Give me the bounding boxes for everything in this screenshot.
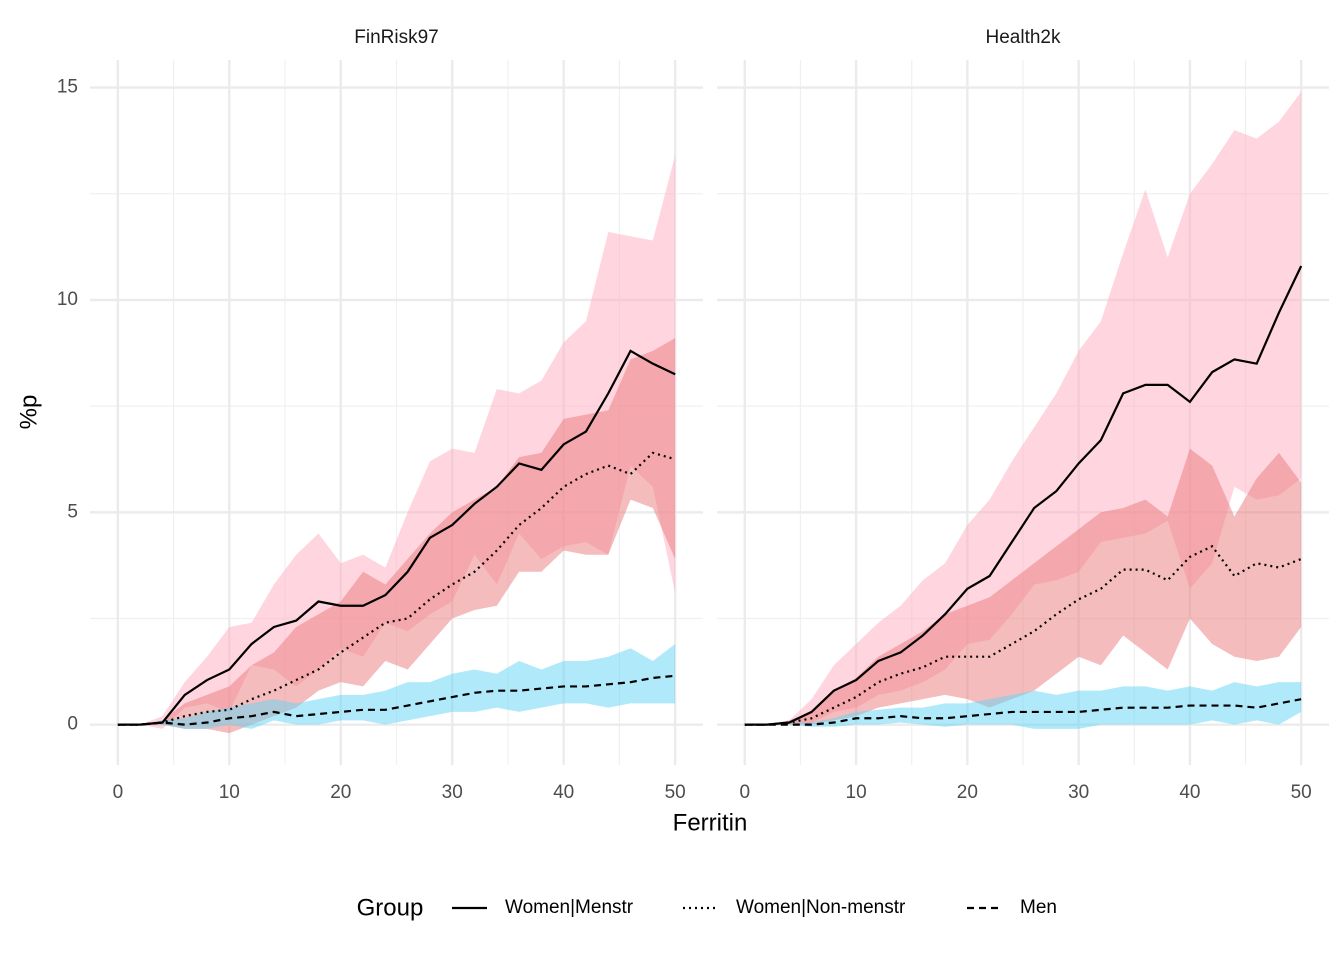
x-tick-label: 10 [846, 782, 867, 803]
legend-title: Group [357, 894, 424, 921]
x-tick-label: 40 [1179, 782, 1200, 803]
x-axis-title: Ferritin [673, 809, 748, 836]
y-tick-label: 5 [67, 501, 78, 522]
x-tick-label: 50 [665, 782, 686, 803]
confidence-band [744, 682, 1302, 729]
line [744, 698, 1302, 726]
line [117, 349, 676, 726]
y-tick-label: 0 [67, 714, 78, 735]
x-tick-label: 30 [442, 782, 463, 803]
facet-title: FinRisk97 [354, 27, 438, 48]
line [744, 544, 1302, 726]
x-tick-label: 50 [1291, 782, 1312, 803]
x-tick-label: 10 [219, 782, 240, 803]
legend-label: Men [1020, 897, 1057, 918]
line [117, 451, 676, 726]
y-axis-title: %p [15, 395, 42, 430]
confidence-band [744, 91, 1302, 725]
y-tick-label: 15 [57, 77, 78, 98]
legend-label: Women|Menstr [505, 897, 634, 918]
facet-title: Health2k [986, 27, 1061, 48]
confidence-band [117, 338, 676, 734]
x-tick-label: 40 [553, 782, 574, 803]
line [117, 674, 676, 726]
confidence-band [744, 448, 1302, 725]
legend-label: Women|Non-menstr [736, 897, 906, 918]
x-tick-label: 20 [330, 782, 351, 803]
x-tick-label: 0 [740, 782, 751, 803]
y-tick-label: 10 [57, 289, 78, 310]
line [744, 265, 1303, 726]
x-tick-label: 20 [957, 782, 978, 803]
x-tick-label: 30 [1068, 782, 1089, 803]
confidence-band [117, 643, 676, 729]
x-tick-label: 0 [113, 782, 124, 803]
